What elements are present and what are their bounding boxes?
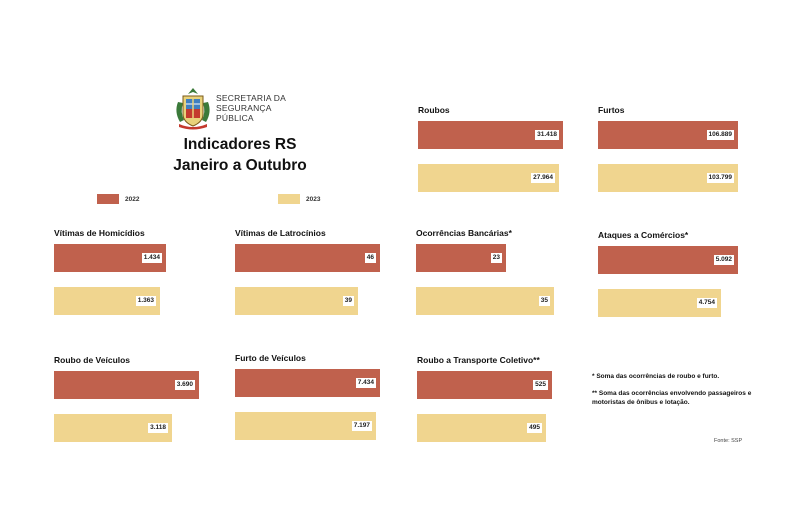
org-line-1: SECRETARIA DA <box>216 93 286 103</box>
footnote-2-line-1: ** Soma das ocorrências envolvendo passa… <box>592 390 752 397</box>
panel-title-ocorrencias-bancarias: Ocorrências Bancárias* <box>416 228 512 238</box>
bar-furto-de-veiculos-2022: 7.434 <box>235 369 380 397</box>
data-label-ataques-a-comercios-2023: 4.754 <box>696 298 717 308</box>
org-line-2: SEGURANÇA <box>216 103 272 113</box>
bar-furto-de-veiculos-2023: 7.197 <box>235 412 376 440</box>
footnote-2: ** Soma das ocorrências envolvendo passa… <box>592 389 751 407</box>
data-label-roubos-2022: 31.418 <box>535 130 559 140</box>
organization-name: SECRETARIA DA SEGURANÇA PÚBLICA <box>216 93 286 123</box>
panel-title-furtos: Furtos <box>598 105 625 115</box>
footnote-1: * Soma das ocorrências de roubo e furto. <box>592 373 720 380</box>
page-title: Indicadores RS Janeiro a Outubro <box>140 134 340 176</box>
data-label-furto-de-veiculos-2023: 7.197 <box>351 421 372 431</box>
legend-label-2022: 2022 <box>125 196 140 203</box>
data-label-roubo-a-transporte-coletivo-2022: 525 <box>533 380 548 390</box>
bar-roubo-a-transporte-coletivo-2023: 495 <box>417 414 546 442</box>
bar-roubo-a-transporte-coletivo-2022: 525 <box>417 371 552 399</box>
data-label-vitimas-de-homicidios-2022: 1.434 <box>141 253 162 263</box>
bar-roubo-de-veiculos-2023: 3.118 <box>54 414 172 442</box>
data-label-roubos-2023: 27.964 <box>531 173 555 183</box>
data-label-roubo-a-transporte-coletivo-2023: 495 <box>527 423 542 433</box>
legend-label-2023: 2023 <box>306 196 321 203</box>
panel-title-roubos: Roubos <box>418 105 450 115</box>
panel-title-vitimas-de-latrocinios: Vítimas de Latrocínios <box>235 228 326 238</box>
legend-swatch-2023 <box>278 194 300 204</box>
coat-of-arms-logo <box>176 88 210 130</box>
data-label-furto-de-veiculos-2022: 7.434 <box>355 378 376 388</box>
bar-ocorrencias-bancarias-2022: 23 <box>416 244 506 272</box>
org-line-3: PÚBLICA <box>216 113 254 123</box>
bar-furtos-2022: 106.889 <box>598 121 738 149</box>
title-line-2: Janeiro a Outubro <box>173 157 307 174</box>
bar-roubos-2022: 31.418 <box>418 121 563 149</box>
bar-vitimas-de-homicidios-2022: 1.434 <box>54 244 166 272</box>
data-label-ocorrencias-bancarias-2023: 35 <box>538 296 550 306</box>
bar-ataques-a-comercios-2022: 5.092 <box>598 246 738 274</box>
panel-title-vitimas-de-homicidios: Vítimas de Homicídios <box>54 228 145 238</box>
data-label-vitimas-de-homicidios-2023: 1.363 <box>135 296 156 306</box>
data-label-ataques-a-comercios-2022: 5.092 <box>713 255 734 265</box>
data-label-roubo-de-veiculos-2022: 3.690 <box>174 380 195 390</box>
bar-vitimas-de-latrocinios-2022: 46 <box>235 244 380 272</box>
data-label-ocorrencias-bancarias-2022: 23 <box>490 253 502 263</box>
legend-swatch-2022 <box>97 194 119 204</box>
bar-furtos-2023: 103.799 <box>598 164 738 192</box>
panel-title-furto-de-veiculos: Furto de Veículos <box>235 353 306 363</box>
footnote-2-line-2: motoristas de ônibus e lotação. <box>592 399 690 406</box>
bar-vitimas-de-latrocinios-2023: 39 <box>235 287 358 315</box>
bar-roubo-de-veiculos-2022: 3.690 <box>54 371 199 399</box>
bar-ocorrencias-bancarias-2023: 35 <box>416 287 554 315</box>
bar-ataques-a-comercios-2023: 4.754 <box>598 289 721 317</box>
source-note: Fonte: SSP <box>714 438 743 444</box>
bar-roubos-2023: 27.964 <box>418 164 559 192</box>
data-label-vitimas-de-latrocinios-2022: 46 <box>364 253 376 263</box>
data-label-vitimas-de-latrocinios-2023: 39 <box>342 296 354 306</box>
bar-vitimas-de-homicidios-2023: 1.363 <box>54 287 160 315</box>
panel-title-ataques-a-comercios: Ataques a Comércios* <box>598 230 689 240</box>
data-label-furtos-2023: 103.799 <box>706 173 734 183</box>
panel-title-roubo-de-veiculos: Roubo de Veículos <box>54 355 131 365</box>
data-label-roubo-de-veiculos-2023: 3.118 <box>148 423 168 433</box>
title-line-1: Indicadores RS <box>183 136 297 153</box>
data-label-furtos-2022: 106.889 <box>706 130 734 140</box>
panel-title-roubo-a-transporte-coletivo: Roubo a Transporte Coletivo** <box>417 355 540 365</box>
